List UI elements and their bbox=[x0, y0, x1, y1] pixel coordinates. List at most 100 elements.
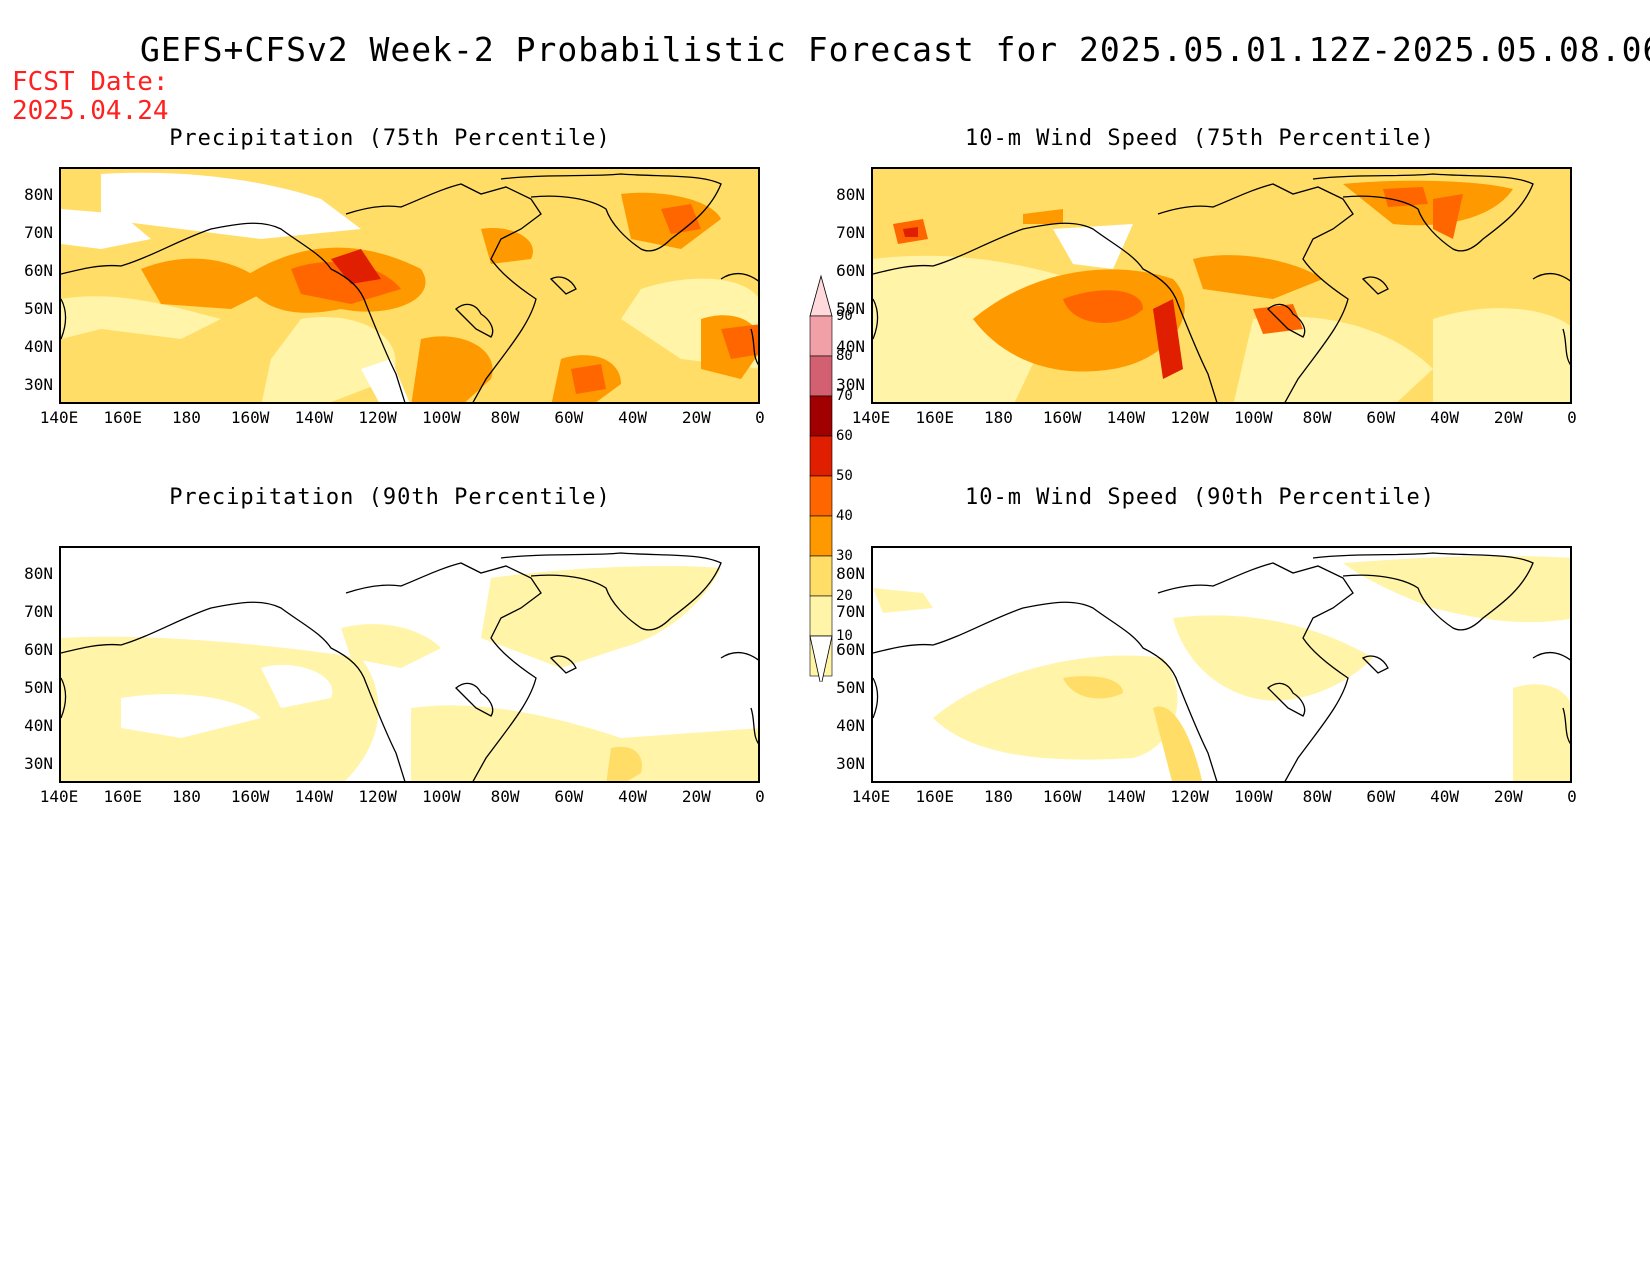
lon-label: 140E bbox=[39, 408, 79, 427]
lat-label: 80N bbox=[24, 185, 53, 204]
lon-label: 80W bbox=[490, 408, 520, 427]
colorbar-top-triangle bbox=[809, 274, 833, 317]
lat-label: 70N bbox=[836, 602, 865, 621]
map-precip-75-fill bbox=[61, 169, 758, 402]
lon-label: 160W bbox=[230, 787, 270, 806]
lon-label: 180 bbox=[172, 408, 201, 427]
lat-label: 60N bbox=[24, 640, 53, 659]
lon-label: 60W bbox=[554, 408, 584, 427]
colorbar-level-label: 50 bbox=[836, 468, 853, 484]
lon-label: 0 bbox=[755, 787, 765, 806]
panel-title-precip-75: Precipitation (75th Percentile) bbox=[169, 126, 611, 151]
lat-label: 60N bbox=[836, 261, 865, 280]
lon-label: 140E bbox=[851, 408, 891, 427]
colorbar-segment bbox=[809, 475, 833, 517]
lon-label: 120W bbox=[358, 787, 397, 806]
lon-label: 120W bbox=[1170, 408, 1209, 427]
lat-label: 50N bbox=[24, 678, 53, 697]
lon-label: 160E bbox=[915, 408, 954, 427]
lon-label: 20W bbox=[681, 787, 711, 806]
lat-label: 50N bbox=[836, 678, 865, 697]
lon-label: 180 bbox=[984, 787, 1013, 806]
fcst-date-block: FCST Date: 2025.04.24 bbox=[12, 68, 169, 126]
fcst-date-value: 2025.04.24 bbox=[12, 96, 169, 126]
lon-label: 120W bbox=[358, 408, 397, 427]
lat-label: 30N bbox=[24, 375, 53, 394]
lon-label: 40W bbox=[1430, 787, 1459, 806]
lon-label: 160W bbox=[1042, 787, 1082, 806]
colorbar-level-label: 40 bbox=[836, 508, 853, 524]
lat-label: 30N bbox=[24, 754, 53, 773]
colorbar-bottom-triangle bbox=[809, 635, 833, 682]
lon-label: 40W bbox=[1430, 408, 1459, 427]
lon-label: 160E bbox=[103, 408, 142, 427]
colorbar-segment bbox=[809, 395, 833, 437]
lon-label: 0 bbox=[755, 408, 765, 427]
map-precip-90-fill bbox=[61, 548, 758, 781]
colorbar-segment bbox=[809, 555, 833, 597]
lon-label: 140E bbox=[851, 787, 891, 806]
colorbar-segment bbox=[809, 315, 833, 357]
colorbar-level-label: 20 bbox=[836, 588, 853, 604]
panel-title-wind-90: 10-m Wind Speed (90th Percentile) bbox=[964, 485, 1436, 510]
panel-title-wind-75: 10-m Wind Speed (75th Percentile) bbox=[964, 126, 1436, 151]
colorbar-segment bbox=[809, 355, 833, 397]
panel-title-precip-90: Precipitation (90th Percentile) bbox=[169, 485, 611, 510]
lon-label: 0 bbox=[1567, 787, 1577, 806]
colorbar bbox=[809, 274, 833, 682]
lon-label: 20W bbox=[1493, 787, 1523, 806]
lat-label: 80N bbox=[24, 564, 53, 583]
colorbar-level-label: 90 bbox=[836, 308, 853, 324]
colorbar-segment bbox=[809, 435, 833, 477]
lat-label: 70N bbox=[24, 602, 53, 621]
lon-label: 60W bbox=[1366, 408, 1396, 427]
lon-label: 0 bbox=[1567, 408, 1577, 427]
lat-label: 50N bbox=[836, 299, 865, 318]
lon-label: 60W bbox=[554, 787, 584, 806]
lon-label: 100W bbox=[1234, 408, 1273, 427]
lat-label: 40N bbox=[24, 337, 53, 356]
map-wind-75-fill bbox=[873, 169, 1570, 402]
figure-title: GEFS+CFSv2 Week-2 Probabilistic Forecast… bbox=[140, 30, 1650, 69]
lon-label: 120W bbox=[1170, 787, 1209, 806]
colorbar-level-label: 70 bbox=[836, 388, 853, 404]
colorbar-level-label: 30 bbox=[836, 548, 853, 564]
colorbar-level-label: 60 bbox=[836, 428, 853, 444]
lon-label: 60W bbox=[1366, 787, 1396, 806]
lat-label: 80N bbox=[836, 185, 865, 204]
lon-label: 140W bbox=[294, 787, 334, 806]
lon-label: 80W bbox=[490, 787, 520, 806]
lon-label: 20W bbox=[1493, 408, 1523, 427]
fcst-date-label: FCST Date: bbox=[12, 67, 169, 97]
map-wind-75 bbox=[871, 167, 1572, 404]
map-precip-75 bbox=[59, 167, 760, 404]
lon-label: 100W bbox=[1234, 787, 1273, 806]
lat-label: 70N bbox=[836, 223, 865, 242]
colorbar-level-label: 10 bbox=[836, 628, 853, 644]
lon-label: 80W bbox=[1302, 787, 1332, 806]
lat-label: 70N bbox=[24, 223, 53, 242]
lon-label: 140W bbox=[1106, 408, 1146, 427]
lon-label: 180 bbox=[172, 787, 201, 806]
colorbar-segment bbox=[809, 595, 833, 637]
lat-label: 60N bbox=[24, 261, 53, 280]
lon-label: 100W bbox=[422, 408, 461, 427]
lon-label: 140W bbox=[1106, 787, 1146, 806]
lon-label: 160W bbox=[1042, 408, 1082, 427]
lon-label: 40W bbox=[618, 408, 647, 427]
lon-label: 20W bbox=[681, 408, 711, 427]
lon-label: 140E bbox=[39, 787, 79, 806]
colorbar-segment bbox=[809, 515, 833, 557]
lat-label: 40N bbox=[836, 716, 865, 735]
lon-label: 140W bbox=[294, 408, 334, 427]
map-precip-90 bbox=[59, 546, 760, 783]
lat-label: 50N bbox=[24, 299, 53, 318]
lon-label: 160W bbox=[230, 408, 270, 427]
lat-label: 30N bbox=[836, 375, 865, 394]
lon-label: 100W bbox=[422, 787, 461, 806]
lon-label: 180 bbox=[984, 408, 1013, 427]
lat-label: 40N bbox=[24, 716, 53, 735]
map-wind-90-fill bbox=[873, 548, 1570, 781]
lon-label: 80W bbox=[1302, 408, 1332, 427]
lat-label: 80N bbox=[836, 564, 865, 583]
